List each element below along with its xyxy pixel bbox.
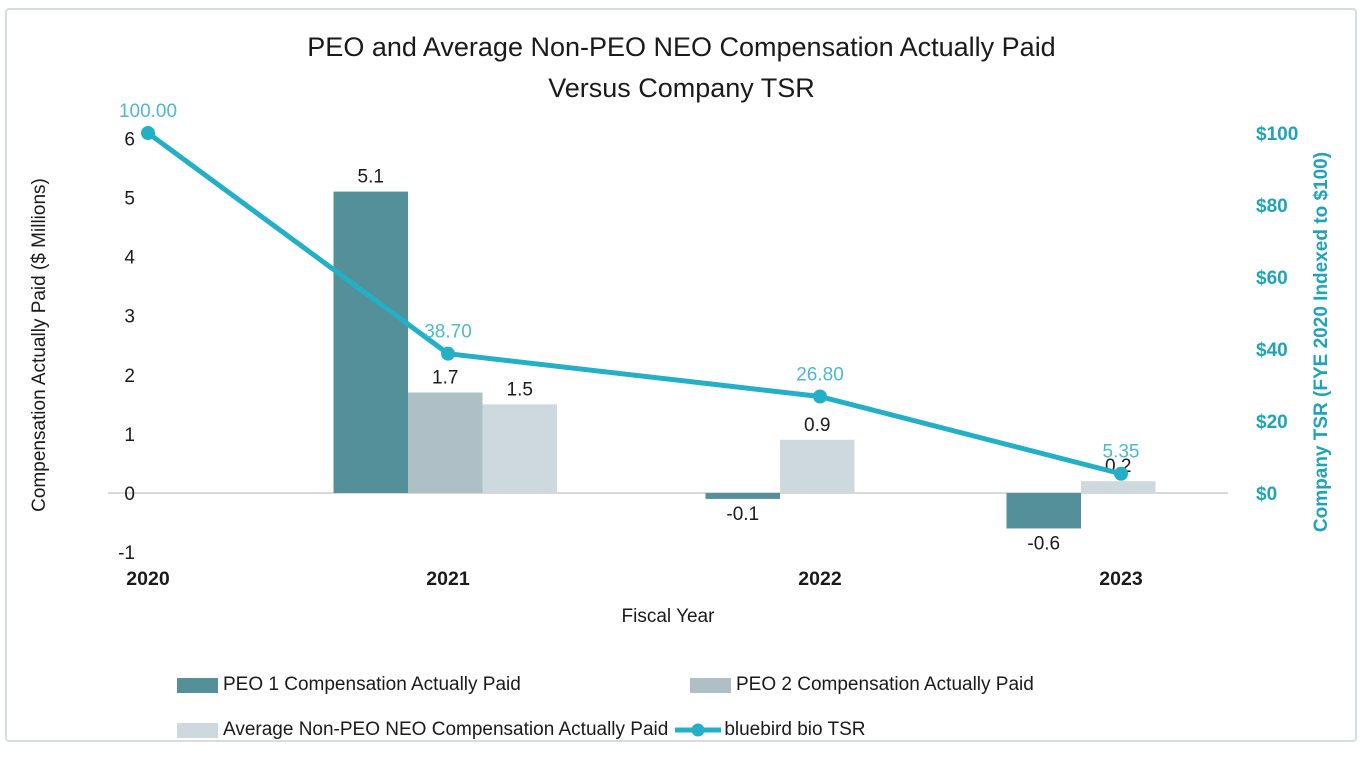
bar-data-label: 0.9 (804, 415, 830, 436)
tsr-marker (813, 389, 827, 404)
bar-2023 (1081, 481, 1156, 493)
legend-label-peo2: PEO 2 Compensation Actually Paid (736, 674, 1034, 695)
bar-data-label: 1.7 (432, 368, 458, 389)
tsr-data-label: 100.00 (119, 101, 177, 122)
chart-border-frame (5, 8, 1357, 742)
right-axis-tick: $0 (1256, 484, 1277, 505)
legend-swatch-peo1 (177, 677, 218, 693)
legend-label-peo1: PEO 1 Compensation Actually Paid (223, 674, 521, 695)
legend-label-avg-neo: Average Non-PEO NEO Compensation Actuall… (223, 719, 669, 740)
legend-swatch-avg-neo (177, 722, 218, 738)
tsr-data-label: 38.70 (424, 322, 472, 343)
left-axis-tick: 0 (124, 484, 135, 505)
tsr-line (146, 130, 1122, 477)
bar-2022 (705, 493, 780, 499)
tsr-marker (441, 346, 455, 361)
left-axis-tick: 1 (124, 425, 135, 446)
bar-2021 (333, 191, 408, 493)
tsr-marker (141, 126, 155, 140)
legend-item-peo2: PEO 2 Compensation Actually Paid (690, 674, 1034, 696)
right-axis-tick: $60 (1256, 268, 1288, 289)
legend-swatch-peo2 (690, 677, 731, 693)
legend-item-avg-neo-and-tsr: Average Non-PEO NEO Compensation Actuall… (177, 719, 866, 741)
tsr-marker (1114, 466, 1128, 481)
x-axis-tick-2020: 2020 (126, 568, 170, 590)
left-axis-tick: -1 (118, 543, 135, 564)
bar-data-label: -0.1 (726, 504, 759, 525)
left-axis-tick: 6 (124, 129, 135, 150)
left-axis-tick: 5 (124, 189, 135, 210)
bar-data-label: 5.1 (358, 167, 384, 188)
x-axis-tick-2022: 2022 (798, 568, 842, 590)
bar-2021 (482, 404, 557, 493)
legend-label-tsr: bluebird bio TSR (724, 719, 866, 740)
x-axis-title: Fiscal Year (621, 606, 715, 627)
right-axis-tick: $20 (1256, 412, 1288, 433)
right-axis-tick: $80 (1256, 196, 1288, 217)
bar-data-label: 1.5 (507, 379, 533, 400)
chart-title-line2: Versus Company TSR (548, 73, 815, 103)
right-axis-tick: $100 (1256, 124, 1298, 145)
chart-title: PEO and Average Non-PEO NEO Compensation… (0, 27, 1363, 109)
bar-data-label: -0.6 (1027, 533, 1060, 554)
left-axis-tick: 3 (124, 307, 135, 328)
bar-2021 (408, 392, 483, 493)
legend-line-marker-icon (675, 723, 722, 737)
left-axis-tick: 2 (124, 366, 135, 387)
right-axis-tick: $40 (1256, 340, 1288, 361)
tsr-data-label: 26.80 (796, 365, 844, 386)
left-axis-tick: 4 (124, 248, 135, 269)
x-axis-tick-2021: 2021 (426, 568, 470, 590)
bar-2022 (780, 439, 855, 493)
x-axis-tick-2023: 2023 (1099, 568, 1143, 590)
tsr-data-label: 5.35 (1103, 442, 1140, 463)
chart-title-line1: PEO and Average Non-PEO NEO Compensation… (307, 32, 1056, 62)
legend-item-peo1: PEO 1 Compensation Actually Paid (177, 674, 521, 696)
bar-2023 (1006, 493, 1081, 529)
